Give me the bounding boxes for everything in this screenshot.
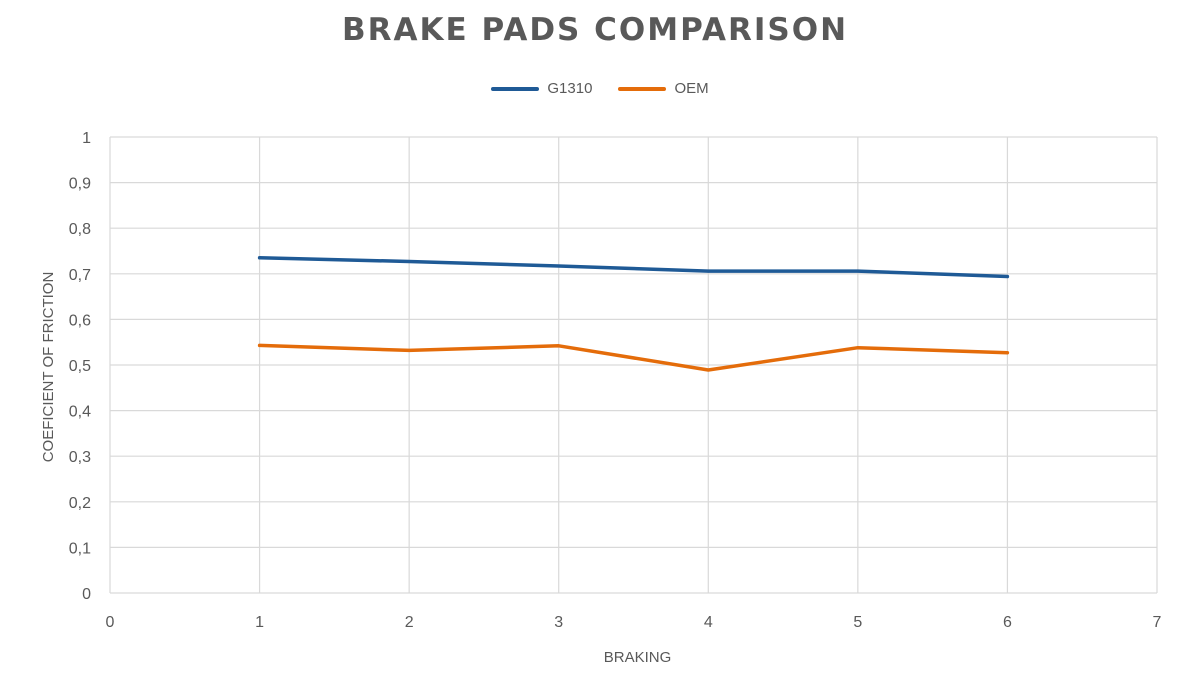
legend-swatch-g1310	[491, 86, 540, 91]
legend: G1310 OEM	[0, 80, 1200, 97]
y-axis-title: COEFICIENT OF FRICTION	[40, 272, 57, 463]
y-tick-label: 0,6	[69, 312, 91, 329]
y-tick-label: 0	[82, 586, 91, 603]
x-tick-label: 7	[1153, 614, 1162, 631]
y-tick-label: 1	[82, 130, 91, 147]
y-tick-label: 0,4	[69, 404, 91, 421]
series-line-oem	[257, 343, 1010, 372]
y-tick-label: 0,1	[69, 540, 91, 557]
legend-item-g1310: G1310	[491, 80, 592, 97]
legend-label-g1310: G1310	[547, 80, 593, 97]
chart-title: BRAKE PADS COMPARISON	[341, 12, 849, 48]
x-tick-label: 3	[554, 614, 563, 631]
y-tick-label: 0,3	[69, 449, 91, 466]
legend-swatch-oem	[618, 86, 667, 91]
y-tick-label: 0,2	[69, 495, 91, 512]
x-tick-label: 1	[255, 614, 264, 631]
y-tick-label: 0,5	[69, 358, 91, 375]
legend-item-oem: OEM	[618, 80, 709, 97]
x-tick-label: 5	[853, 614, 862, 631]
y-tick-label: 0,9	[69, 176, 91, 193]
legend-label-oem: OEM	[674, 80, 709, 97]
x-axis-title: BRAKING	[604, 649, 672, 666]
x-tick-label: 4	[704, 614, 713, 631]
x-tick-label: 2	[405, 614, 414, 631]
y-tick-label: 0,8	[69, 221, 91, 238]
y-tick-label: 0,7	[69, 267, 91, 284]
series-line-g1310	[257, 256, 1010, 279]
x-tick-label: 0	[106, 614, 115, 631]
x-tick-label: 6	[1003, 614, 1012, 631]
